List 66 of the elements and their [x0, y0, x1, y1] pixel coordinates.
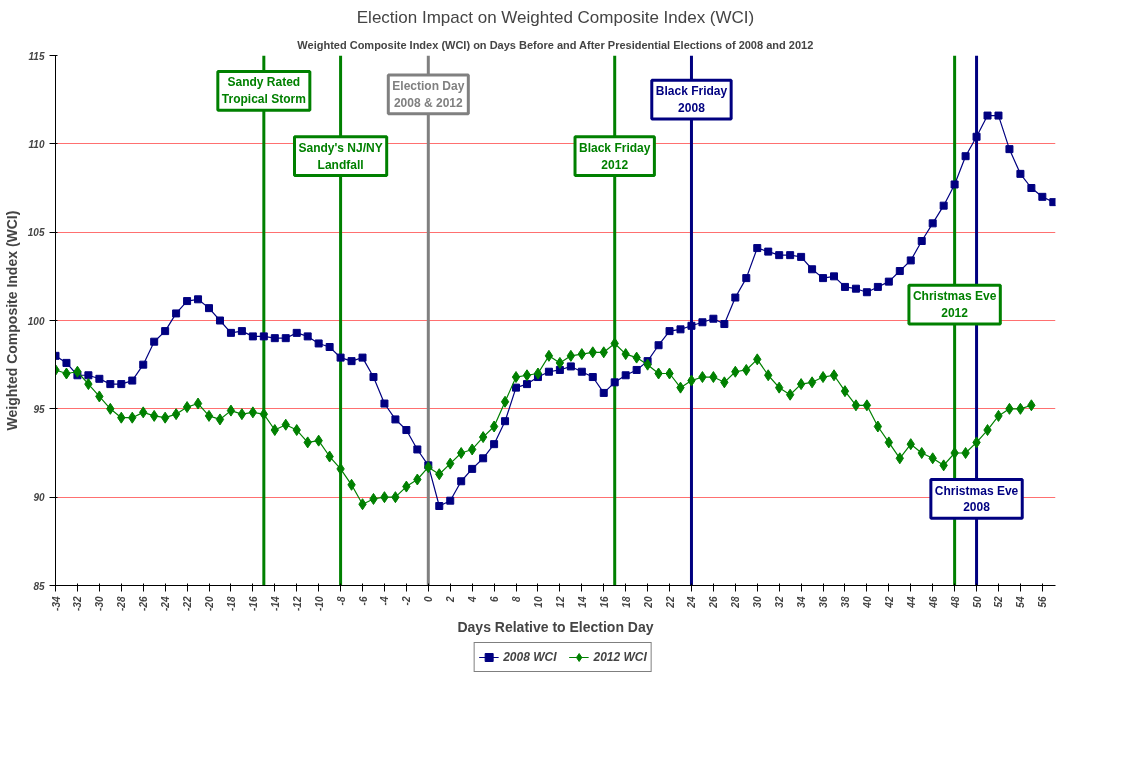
- x-tick-label: 38: [839, 596, 851, 608]
- x-tick-label: -24: [160, 596, 172, 611]
- y-tick-label: 115: [28, 50, 45, 62]
- legend-label: 2012 WCI: [593, 650, 647, 664]
- x-tick-label: 40: [861, 596, 873, 609]
- x-tick-label: -4: [379, 596, 391, 606]
- x-tick-label: -8: [335, 596, 347, 606]
- chart-title: Election Impact on Weighted Composite Index (WCI): [356, 7, 755, 27]
- legend-label: 2008 WCI: [503, 650, 557, 664]
- ref-line-label: Christmas Eve 2008: [934, 483, 1019, 515]
- x-tick-label: -26: [138, 596, 150, 611]
- x-tick-label: 6: [489, 596, 501, 603]
- x-tick-label: -14: [269, 596, 281, 611]
- ref-line-label: Black Friday 2012: [579, 140, 651, 172]
- x-tick-label: -28: [116, 596, 128, 611]
- ref-line-label: Black Friday 2008: [655, 84, 728, 116]
- y-tick-label: 105: [27, 227, 45, 239]
- x-tick-label: 48: [949, 596, 961, 609]
- x-tick-label: -22: [182, 596, 194, 611]
- x-tick-label: 54: [1015, 596, 1027, 608]
- x-tick-label: 44: [905, 596, 917, 609]
- x-tick-label: 10: [532, 596, 544, 608]
- x-tick-label: 32: [774, 596, 786, 608]
- ref-line-label: Christmas Eve 2012: [912, 289, 997, 320]
- ref-line-label: Sandy Rated Tropical Storm: [221, 75, 306, 107]
- x-tick-label: 12: [554, 596, 566, 608]
- x-tick-label: 52: [993, 596, 1005, 608]
- x-tick-label: 8: [511, 596, 523, 603]
- x-tick-label: 50: [971, 596, 983, 608]
- y-tick-label: 90: [33, 492, 45, 504]
- x-tick-label: 0: [423, 596, 435, 603]
- x-tick-label: -16: [247, 596, 259, 611]
- y-tick-label: 95: [33, 403, 45, 415]
- x-tick-label: -18: [225, 596, 237, 611]
- x-tick-label: -12: [291, 596, 303, 611]
- chart-subtitle: Weighted Composite Index (WCI) on Days Before and After Presidential Elections of 2008 and 2012: [297, 38, 814, 51]
- y-tick-label: 100: [27, 315, 45, 327]
- x-tick-label: 36: [818, 596, 830, 608]
- y-tick-label: 85: [33, 580, 45, 592]
- x-tick-label: 18: [620, 596, 632, 608]
- x-tick-label: -30: [94, 596, 106, 611]
- x-tick-label: 26: [708, 596, 720, 609]
- x-tick-label: -10: [313, 596, 325, 611]
- x-tick-label: 20: [642, 596, 654, 609]
- x-tick-label: 42: [883, 596, 895, 609]
- ref-line-label: Election Day 2008 & 2012: [392, 78, 465, 110]
- x-tick-label: 14: [576, 596, 588, 608]
- y-axis-title: Weighted Composite Index (WCI): [3, 210, 20, 431]
- x-tick-label: 30: [752, 596, 764, 608]
- x-tick-label: 24: [686, 596, 698, 609]
- y-tick-label: 110: [28, 138, 45, 150]
- x-tick-label: -6: [357, 596, 369, 606]
- ref-line-label: Sandy's NJ/NY Landfall: [298, 140, 383, 172]
- x-tick-label: 4: [467, 596, 479, 604]
- x-tick-label: -20: [204, 596, 216, 611]
- x-tick-label: 34: [796, 596, 808, 608]
- x-tick-label: 22: [664, 596, 676, 609]
- x-axis-title: Days Relative to Election Day: [457, 618, 654, 635]
- x-tick-label: -2: [401, 596, 413, 606]
- x-tick-label: 16: [598, 596, 610, 608]
- x-tick-label: -32: [72, 596, 84, 611]
- x-tick-label: 28: [730, 596, 742, 609]
- x-tick-label: 56: [1037, 596, 1049, 608]
- x-tick-label: -34: [50, 596, 62, 611]
- x-tick-label: 2: [445, 596, 457, 604]
- x-tick-label: 46: [927, 596, 939, 609]
